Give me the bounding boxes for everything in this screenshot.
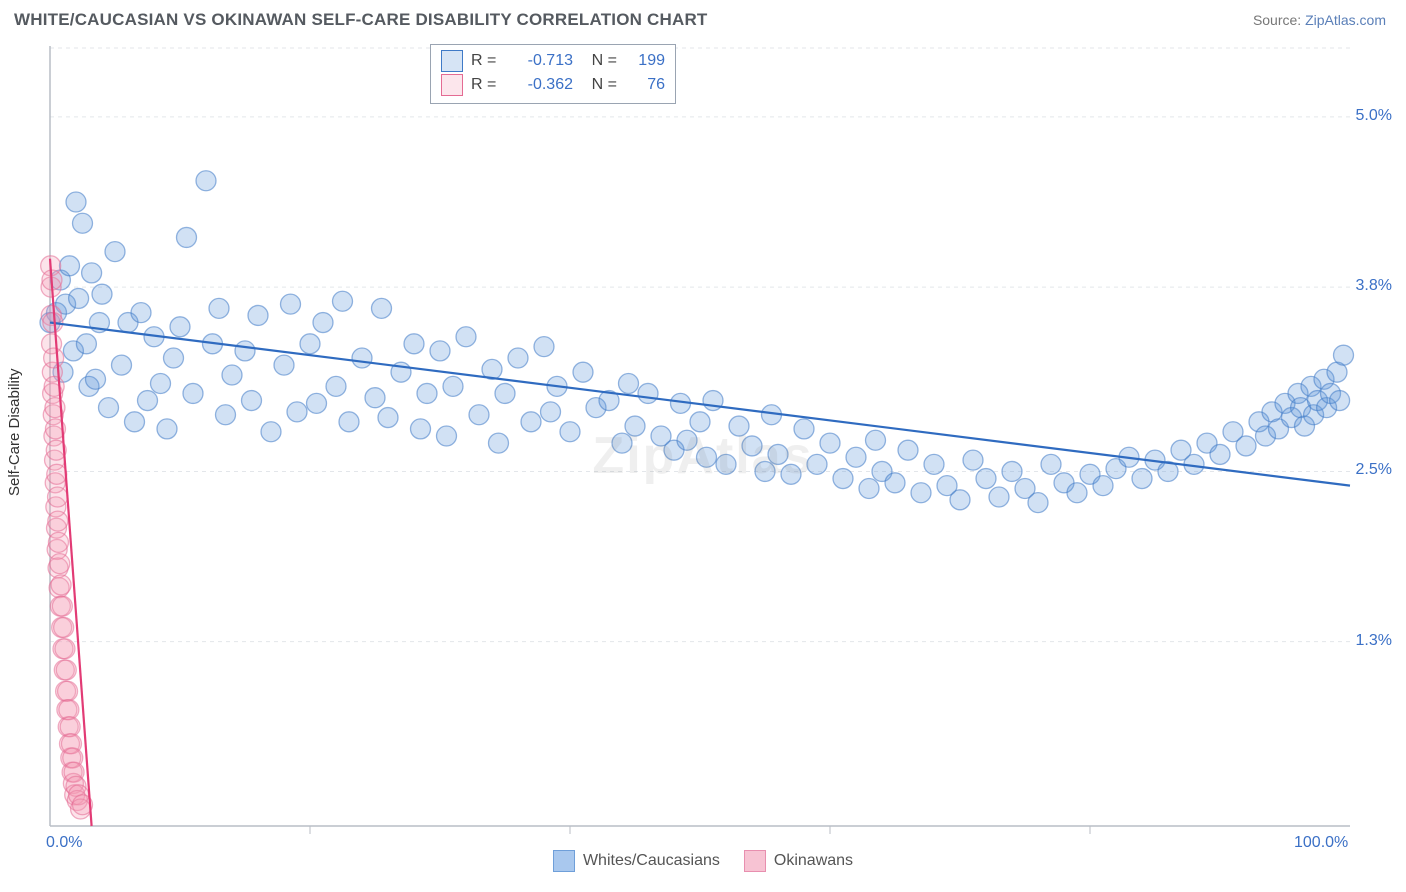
legend-swatch-icon [553, 850, 575, 872]
stats-legend-row: R = -0.713 N = 199 [441, 49, 665, 73]
legend-item: Whites/Caucasians [553, 850, 720, 872]
stats-legend-row: R = -0.362 N = 76 [441, 73, 665, 97]
source-link[interactable]: ZipAtlas.com [1305, 12, 1386, 28]
stat-r-value: -0.362 [513, 76, 573, 94]
stats-legend: R = -0.713 N = 199 R = -0.362 N = 76 [430, 44, 676, 104]
stat-label: N = [581, 52, 617, 70]
chart-area: ZipAtlas Self-Care Disability R = -0.713… [0, 36, 1406, 876]
legend-item: Okinawans [744, 850, 853, 872]
y-axis-label: Self-Care Disability [6, 368, 23, 496]
y-tick-label: 3.8% [1356, 277, 1392, 295]
source-prefix: Source: [1253, 12, 1305, 28]
x-axis-min-label: 0.0% [46, 834, 82, 852]
chart-title: WHITE/CAUCASIAN VS OKINAWAN SELF-CARE DI… [14, 10, 708, 30]
stat-n-value: 199 [625, 52, 665, 70]
source-attribution: Source: ZipAtlas.com [1253, 12, 1386, 28]
legend-swatch-icon [441, 50, 463, 72]
stat-label: R = [471, 52, 505, 70]
y-tick-label: 5.0% [1356, 107, 1392, 125]
scatter-chart-svg [0, 36, 1406, 856]
legend-swatch-icon [744, 850, 766, 872]
legend-swatch-icon [441, 74, 463, 96]
chart-header: WHITE/CAUCASIAN VS OKINAWAN SELF-CARE DI… [0, 0, 1406, 36]
x-axis-max-label: 100.0% [1294, 834, 1348, 852]
stat-label: R = [471, 76, 505, 94]
y-tick-label: 1.3% [1356, 632, 1392, 650]
stat-label: N = [581, 76, 617, 94]
series-legend: Whites/Caucasians Okinawans [0, 850, 1406, 872]
legend-label: Okinawans [774, 852, 853, 870]
stat-n-value: 76 [625, 76, 665, 94]
stat-r-value: -0.713 [513, 52, 573, 70]
legend-label: Whites/Caucasians [583, 852, 720, 870]
y-tick-label: 2.5% [1356, 461, 1392, 479]
